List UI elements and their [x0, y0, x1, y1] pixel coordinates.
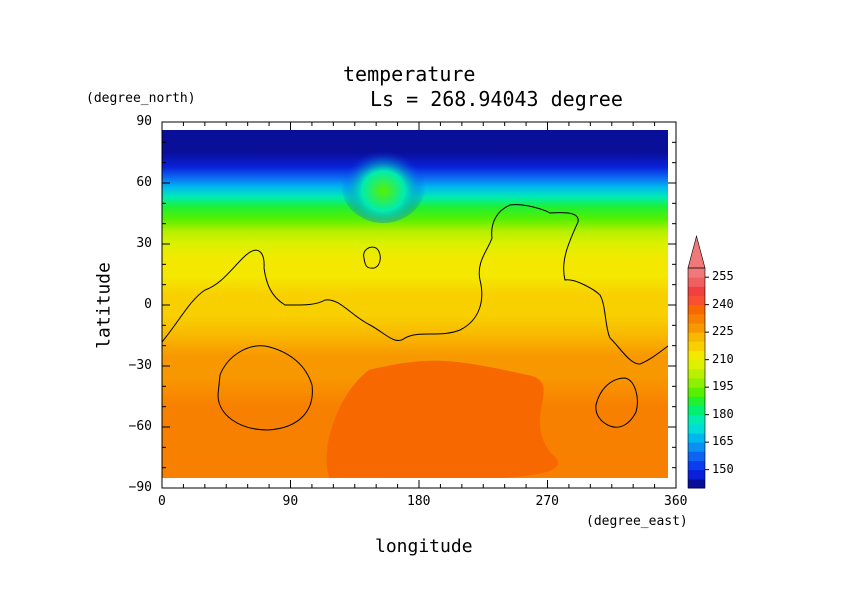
colorbar-segment	[688, 378, 705, 388]
colorbar-segment	[688, 478, 705, 489]
contour-ring-west	[217, 345, 313, 431]
polar-bulge	[340, 143, 427, 223]
y-tick-label: −90	[128, 480, 152, 495]
colorbar-segment	[688, 405, 705, 416]
x-tick-label: 0	[158, 494, 166, 509]
colorbar-segment	[688, 323, 705, 333]
y-tick-label: 30	[136, 236, 152, 251]
colorbar-segment	[688, 460, 705, 471]
x-axis-label: longitude	[375, 536, 473, 557]
colorbar-extend-arrow	[687, 234, 706, 269]
x-tick-label: 360	[664, 494, 688, 509]
colorbar-segment	[688, 442, 705, 452]
colorbar-segment	[688, 277, 705, 287]
colorbar-segment	[688, 433, 705, 443]
contour-ring-east	[595, 377, 638, 428]
chart-subtitle: Ls = 268.94043 degree	[370, 87, 623, 111]
x-tick-label: 90	[282, 494, 299, 509]
colorbar-segment	[688, 268, 705, 278]
y-tick-label: 90	[136, 114, 152, 129]
colorbar-segment	[688, 469, 705, 480]
y-tick-label: 60	[136, 175, 152, 190]
colorbar-segment	[688, 387, 705, 397]
y-unit-label: (degree_north)	[86, 91, 196, 106]
colorbar-segment	[688, 359, 705, 370]
colorbar-segment	[688, 451, 705, 461]
contour-ring-small	[363, 246, 381, 269]
colorbar-label: 240	[712, 296, 734, 311]
colorbar	[687, 234, 709, 489]
y-tick-label: 0	[144, 297, 152, 312]
colorbar-label: 195	[712, 379, 734, 394]
colorbar-label: 165	[712, 434, 734, 449]
colorbar-segment	[688, 304, 705, 315]
colorbar-segment	[688, 295, 705, 306]
x-tick-label: 180	[407, 494, 431, 509]
y-tick-label: −60	[128, 419, 152, 434]
colorbar-segment	[688, 341, 705, 351]
warm-core-region	[326, 360, 559, 478]
colorbar-frame	[687, 267, 706, 489]
y-tick-label: −30	[128, 358, 152, 373]
contour-line-main	[161, 204, 669, 365]
axis-ticks	[161, 121, 677, 489]
colorbar-label: 150	[712, 461, 734, 476]
x-unit-label: (degree_east)	[586, 514, 688, 529]
colorbar-label: 210	[712, 351, 734, 366]
colorbar-segment	[688, 332, 705, 342]
colorbar-segment	[688, 350, 705, 361]
colorbar-segment	[688, 313, 705, 324]
x-tick-label: 270	[535, 494, 559, 509]
colorbar-label: 180	[712, 406, 734, 421]
colorbar-label: 255	[712, 269, 734, 284]
contour-lines	[161, 204, 669, 431]
colorbar-segment	[688, 396, 705, 406]
y-axis-label: latitude	[93, 262, 115, 349]
colorbar-segment	[688, 423, 705, 434]
chart-title: temperature	[343, 62, 476, 86]
colorbar-label: 225	[712, 324, 734, 339]
colorbar-segment	[688, 286, 705, 296]
colorbar-segment	[688, 414, 705, 425]
colorbar-segment	[688, 368, 705, 379]
